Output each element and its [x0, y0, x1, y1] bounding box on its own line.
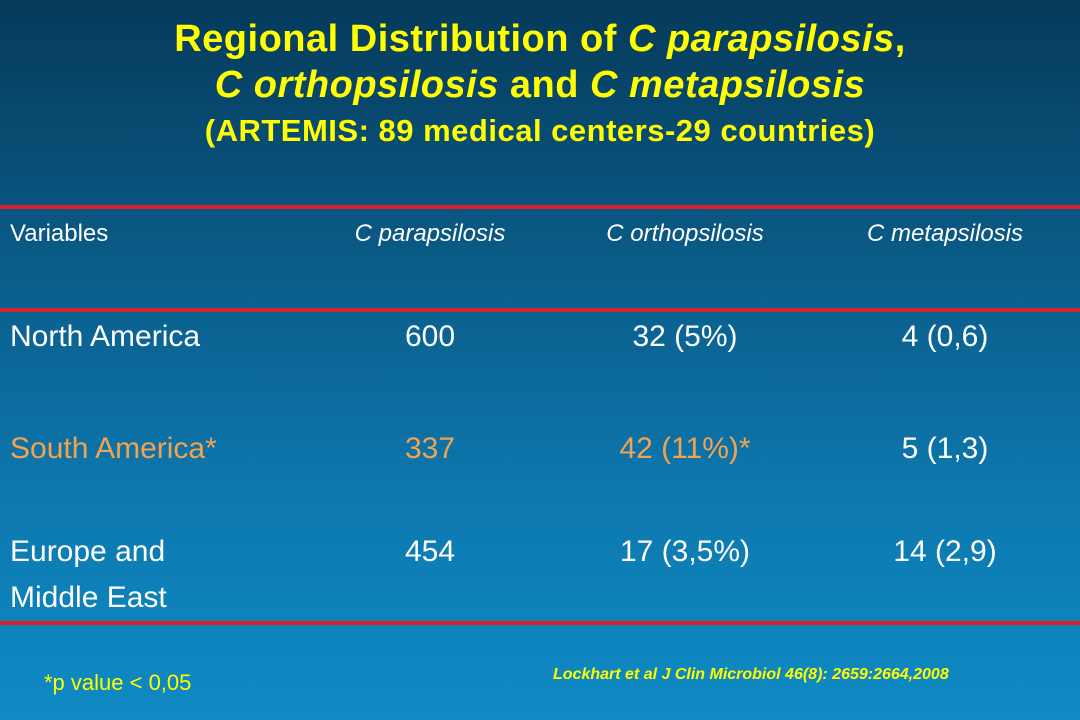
row-europe-region-line1: Europe and — [10, 535, 166, 568]
header-c-parapsilosis: C parapsilosis — [354, 220, 506, 247]
slide-title: Regional Distribution of C parapsilosis,… — [0, 16, 1080, 152]
title-species-orthopsilosis: C orthopsilosis — [214, 64, 499, 106]
title-line-1: Regional Distribution of C parapsilosis, — [0, 16, 1080, 62]
title-species-parapsilosis: C parapsilosis — [627, 18, 895, 60]
citation: Lockhart et al J Clin Microbiol 46(8): 2… — [553, 666, 949, 683]
footnote-p-value: *p value < 0,05 — [44, 670, 192, 695]
title-prefix: Regional Distribution of — [174, 18, 628, 60]
row-south-america-orthopsilosis: 42 (11%)* — [619, 432, 751, 465]
row-europe-orthopsilosis: 17 (3,5%) — [619, 535, 751, 568]
header-c-metapsilosis: C metapsilosis — [866, 220, 1024, 247]
header-variables: Variables — [10, 220, 109, 247]
title-species-metapsilosis: C metapsilosis — [590, 64, 866, 106]
row-europe-parapsilosis: 454 — [404, 535, 456, 568]
row-north-america-parapsilosis: 600 — [404, 320, 456, 353]
title-comma: , — [894, 18, 906, 60]
row-south-america-parapsilosis: 337 — [404, 432, 456, 465]
header-c-orthopsilosis: C orthopsilosis — [606, 220, 764, 247]
row-europe-region-line2: Middle East — [10, 581, 167, 614]
row-europe-metapsilosis: 14 (2,9) — [893, 535, 997, 568]
row-north-america-orthopsilosis: 32 (5%) — [632, 320, 738, 353]
row-south-america-region: South America* — [10, 432, 217, 465]
table-top-rule — [0, 205, 1080, 209]
row-south-america-metapsilosis: 5 (1,3) — [901, 432, 989, 465]
title-and: and — [498, 64, 591, 106]
row-north-america-metapsilosis: 4 (0,6) — [901, 320, 989, 353]
table-bottom-rule — [0, 621, 1080, 625]
row-north-america-region: North America — [10, 320, 201, 353]
header-bottom-rule — [0, 308, 1080, 312]
title-line-2: C orthopsilosis and C metapsilosis — [0, 62, 1080, 108]
title-subtitle: (ARTEMIS: 89 medical centers-29 countrie… — [204, 113, 876, 148]
